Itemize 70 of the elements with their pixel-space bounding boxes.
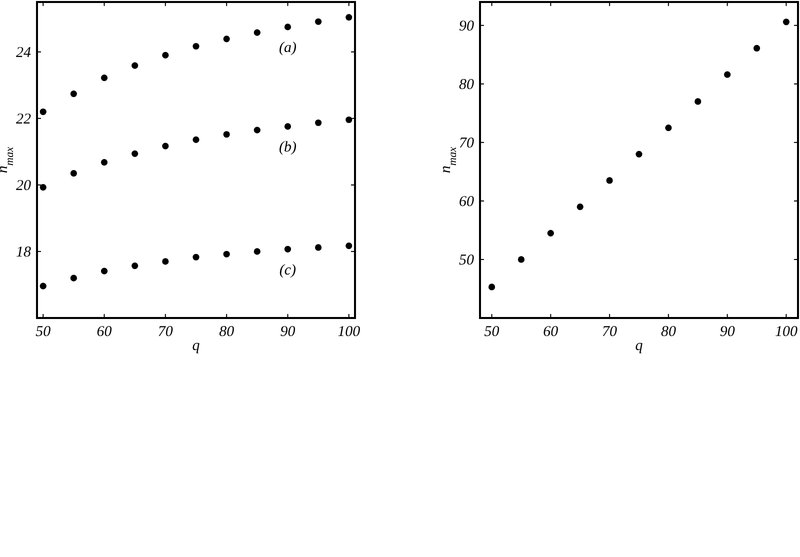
point [192, 136, 200, 144]
x-tick-label: 100 [774, 324, 798, 340]
point [70, 274, 77, 282]
x-tick-label: 90 [280, 324, 296, 340]
point [606, 177, 613, 184]
point [753, 44, 760, 52]
point [665, 124, 672, 132]
point [40, 184, 46, 191]
x-tick-label: 60 [543, 324, 559, 340]
point [40, 108, 46, 116]
point [254, 29, 260, 36]
x-tick-label: 90 [720, 324, 736, 340]
y-tick-label: 20 [16, 178, 32, 194]
point [132, 262, 138, 270]
x-tick-label: 100 [338, 324, 361, 340]
series-label: (b) [278, 140, 296, 156]
point [782, 18, 790, 26]
x-tick-label: 80 [219, 324, 235, 340]
x-tick-label: 70 [602, 324, 618, 340]
point [284, 123, 292, 130]
point [162, 142, 169, 150]
x-tick-label: 80 [660, 324, 676, 340]
series-label: (a) [278, 40, 296, 56]
point [223, 250, 230, 258]
point [284, 246, 292, 252]
y-tick-label: 50 [459, 252, 474, 269]
point [162, 258, 169, 265]
point [488, 284, 496, 290]
y-tick-label: 60 [459, 194, 474, 210]
point [315, 244, 322, 251]
series-label: (c) [279, 262, 296, 278]
point [192, 254, 200, 260]
point [100, 268, 108, 274]
point [223, 36, 230, 42]
point [724, 71, 731, 78]
point [100, 74, 108, 82]
y-tick-label: 70 [459, 136, 474, 152]
x-axis-title: q [635, 338, 644, 354]
x-tick-label: 70 [158, 324, 174, 340]
point [547, 230, 554, 236]
point [223, 131, 230, 138]
point [694, 98, 702, 105]
point [132, 150, 138, 157]
point [315, 18, 322, 25]
point [40, 282, 46, 290]
x-axis-title: q [192, 338, 200, 354]
point [70, 170, 77, 177]
y-tick-label: 22 [16, 112, 32, 128]
point [192, 42, 200, 50]
y-tick-label: 24 [16, 45, 32, 62]
point [132, 62, 138, 69]
point [636, 150, 642, 158]
point [254, 126, 260, 134]
point [576, 204, 584, 210]
point [346, 116, 352, 124]
point [284, 24, 292, 30]
y-tick-label: 80 [459, 77, 474, 94]
point [518, 256, 525, 263]
x-tick-label: 50 [36, 324, 52, 340]
point [346, 242, 352, 250]
y-tick-label: 18 [16, 244, 32, 261]
point [346, 14, 352, 21]
point [315, 119, 322, 126]
point [70, 90, 77, 98]
x-tick-label: 60 [96, 324, 112, 340]
point [254, 248, 260, 255]
y-tick-label: 90 [459, 18, 474, 35]
point [162, 52, 169, 59]
x-tick-label: 50 [484, 324, 500, 340]
point [100, 159, 108, 166]
